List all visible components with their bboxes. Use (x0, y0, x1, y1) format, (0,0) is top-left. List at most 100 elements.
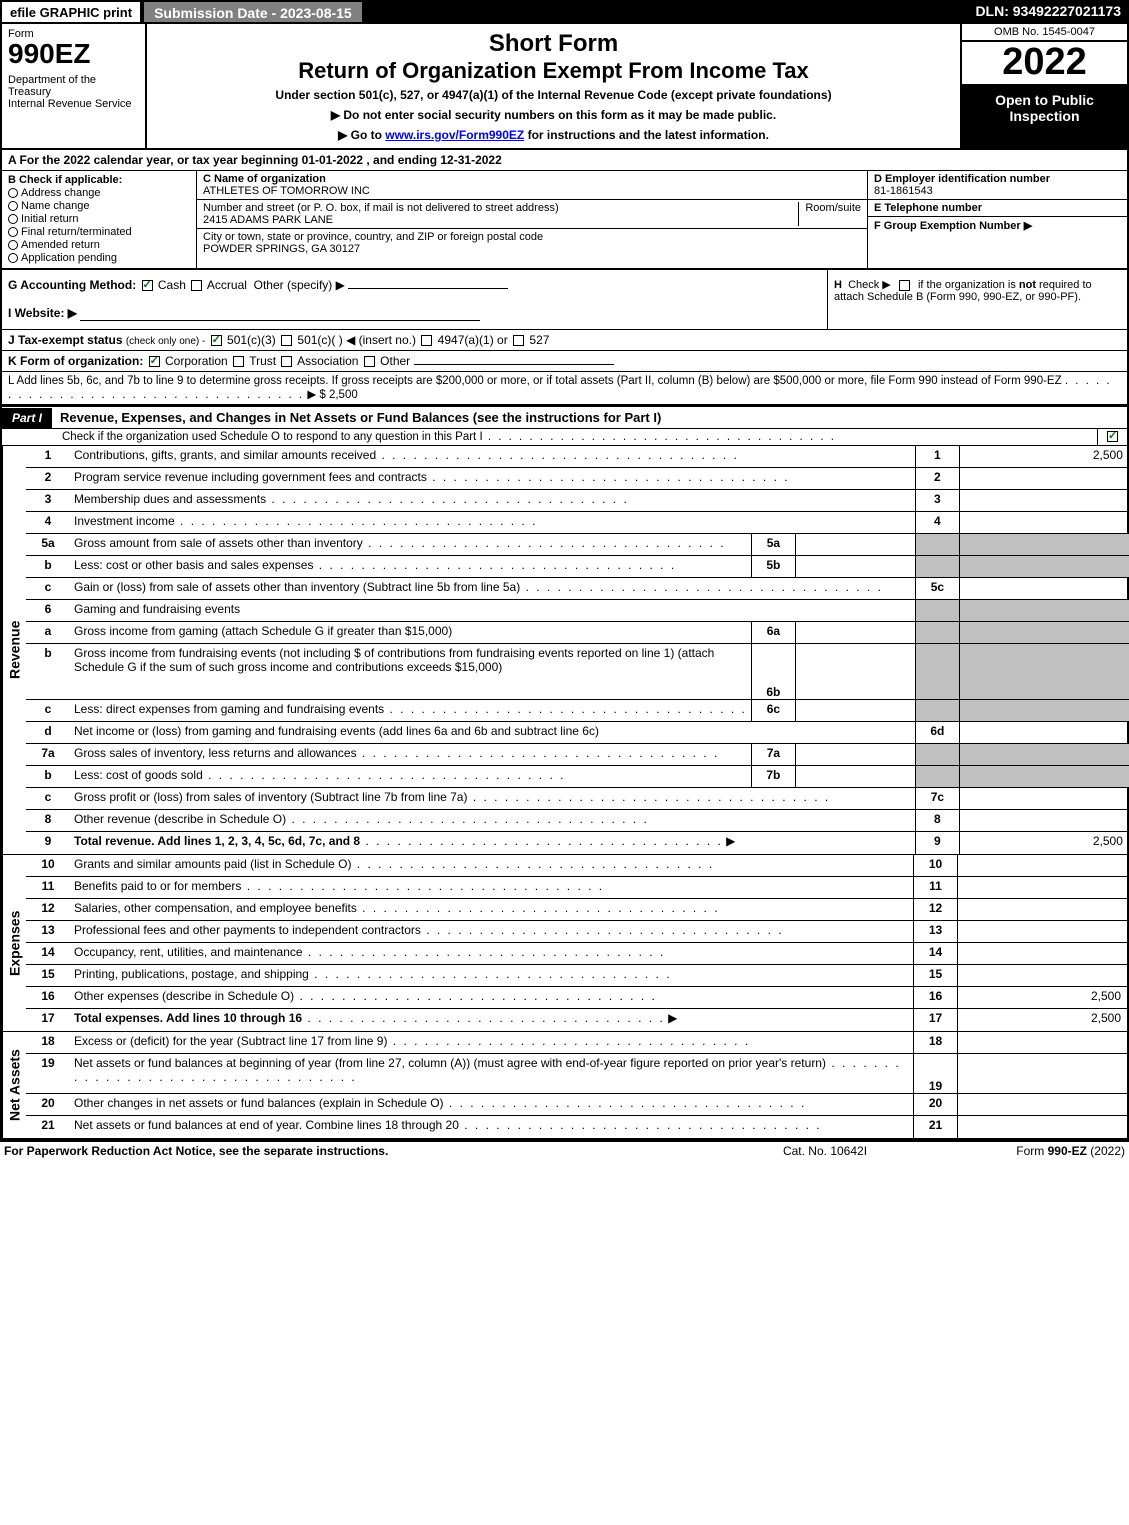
line-14: 14Occupancy, rent, utilities, and mainte… (26, 943, 1127, 965)
netassets-side-label: Net Assets (2, 1032, 26, 1138)
l6a-sv (795, 622, 915, 643)
l21-num: 21 (26, 1116, 70, 1138)
i-website: I Website: ▶ (8, 306, 821, 321)
net-assets-section: Net Assets 18Excess or (deficit) for the… (2, 1032, 1127, 1140)
l6b-sc: 6b (751, 644, 795, 699)
chk-other-org[interactable] (364, 356, 375, 367)
l11-rval (957, 877, 1127, 898)
website-input[interactable] (80, 306, 480, 321)
chk-corporation[interactable] (149, 356, 160, 367)
revenue-lines: 1Contributions, gifts, grants, and simil… (26, 446, 1129, 854)
f-group-label: F Group Exemption Number ▶ (874, 219, 1121, 232)
l1-rnum: 1 (915, 446, 959, 467)
efile-print-button[interactable]: efile GRAPHIC print (0, 0, 142, 24)
org-street: 2415 ADAMS PARK LANE (203, 214, 798, 226)
l5c-desc: Gain or (loss) from sale of assets other… (70, 578, 915, 599)
l7a-rnum (915, 744, 959, 765)
line-2: 2Program service revenue including gover… (26, 468, 1129, 490)
line-7a: 7aGross sales of inventory, less returns… (26, 744, 1129, 766)
l13-rnum: 13 (913, 921, 957, 942)
chk-amended-return[interactable]: Amended return (8, 239, 190, 251)
l5c-rnum: 5c (915, 578, 959, 599)
l11-rnum: 11 (913, 877, 957, 898)
instr2-post: for instructions and the latest informat… (524, 128, 769, 142)
g-h-row: G Accounting Method: Cash Accrual Other … (2, 270, 1127, 330)
section-B: B Check if applicable: Address change Na… (2, 171, 197, 268)
l2-rnum: 2 (915, 468, 959, 489)
org-city: POWDER SPRINGS, GA 30127 (203, 243, 861, 255)
g-cash-label: Cash (158, 278, 186, 292)
check-o-dots (483, 431, 836, 443)
line-15: 15Printing, publications, postage, and s… (26, 965, 1127, 987)
l20-num: 20 (26, 1094, 70, 1115)
return-of-title: Return of Organization Exempt From Incom… (155, 58, 952, 84)
part-1-tab: Part I (2, 408, 52, 428)
l20-rval (957, 1094, 1127, 1115)
dln-label: DLN: 93492227021173 (967, 0, 1129, 24)
l2-desc: Program service revenue including govern… (70, 468, 915, 489)
chk-schedule-b[interactable] (899, 280, 910, 291)
chk-trust[interactable] (233, 356, 244, 367)
topbar-spacer (364, 0, 968, 24)
g-other-input[interactable] (348, 288, 508, 289)
line-13: 13Professional fees and other payments t… (26, 921, 1127, 943)
chk-final-return[interactable]: Final return/terminated (8, 226, 190, 238)
check-o-text: Check if the organization used Schedule … (2, 429, 1097, 445)
d-ein: D Employer identification number 81-1861… (868, 171, 1127, 200)
l9-desc: Total revenue. Add lines 1, 2, 3, 4, 5c,… (70, 832, 915, 854)
line-10: 10Grants and similar amounts paid (list … (26, 855, 1127, 877)
l17-rval: 2,500 (957, 1009, 1127, 1031)
d-ein-label: D Employer identification number (874, 173, 1121, 185)
l14-num: 14 (26, 943, 70, 964)
chk-initial-return[interactable]: Initial return (8, 213, 190, 225)
chk-cash[interactable] (142, 280, 153, 291)
line-9: 9Total revenue. Add lines 1, 2, 3, 4, 5c… (26, 832, 1129, 854)
chk-501c3[interactable] (211, 335, 222, 346)
chk-address-change[interactable]: Address change (8, 187, 190, 199)
check-o-box[interactable] (1097, 429, 1127, 445)
l5b-sv (795, 556, 915, 577)
chk-501c[interactable] (281, 335, 292, 346)
l6a-num: a (26, 622, 70, 643)
c-city-row: City or town, state or province, country… (197, 229, 867, 257)
l13-num: 13 (26, 921, 70, 942)
line-7b: bLess: cost of goods sold7b (26, 766, 1129, 788)
l4-desc: Investment income (70, 512, 915, 533)
l12-num: 12 (26, 899, 70, 920)
k-assoc: Association (297, 354, 358, 368)
chk-527[interactable] (513, 335, 524, 346)
j-opt3: 4947(a)(1) or (438, 333, 508, 347)
expenses-side-label: Expenses (2, 855, 26, 1031)
chk-accrual[interactable] (191, 280, 202, 291)
l6c-rnum (915, 700, 959, 721)
chk-application-pending[interactable]: Application pending (8, 252, 190, 264)
chk-4947[interactable] (421, 335, 432, 346)
line-A-text: A For the 2022 calendar year, or tax yea… (2, 150, 508, 170)
line-5b: bLess: cost or other basis and sales exp… (26, 556, 1129, 578)
line-6b: bGross income from fundraising events (n… (26, 644, 1129, 700)
chk-association[interactable] (281, 356, 292, 367)
c-city-label: City or town, state or province, country… (203, 231, 861, 243)
page-footer: For Paperwork Reduction Act Notice, see … (0, 1142, 1129, 1160)
k-other-input[interactable] (414, 364, 614, 365)
line-6: 6Gaming and fundraising events (26, 600, 1129, 622)
chk-name-change[interactable]: Name change (8, 200, 190, 212)
expenses-section: Expenses 10Grants and similar amounts pa… (2, 855, 1127, 1032)
chk-schedule-o[interactable] (1107, 431, 1118, 442)
l7b-desc: Less: cost of goods sold (70, 766, 751, 787)
j-opt1: 501(c)(3) (227, 333, 276, 347)
l6-num: 6 (26, 600, 70, 621)
l19-rval (957, 1054, 1127, 1093)
g-label: G Accounting Method: (8, 278, 136, 292)
instr2-pre: ▶ Go to (338, 128, 385, 142)
section-H: H Check ▶ if the organization is not req… (827, 270, 1127, 329)
l5b-sc: 5b (751, 556, 795, 577)
irs-link[interactable]: www.irs.gov/Form990EZ (385, 128, 524, 142)
l10-rnum: 10 (913, 855, 957, 876)
l1-rval: 2,500 (959, 446, 1129, 467)
l13-desc: Professional fees and other payments to … (70, 921, 913, 942)
l6c-desc: Less: direct expenses from gaming and fu… (70, 700, 751, 721)
line-K: K Form of organization: Corporation Trus… (2, 351, 1127, 372)
c-street-row: Number and street (or P. O. box, if mail… (197, 200, 867, 229)
top-bar: efile GRAPHIC print Submission Date - 20… (0, 0, 1129, 24)
